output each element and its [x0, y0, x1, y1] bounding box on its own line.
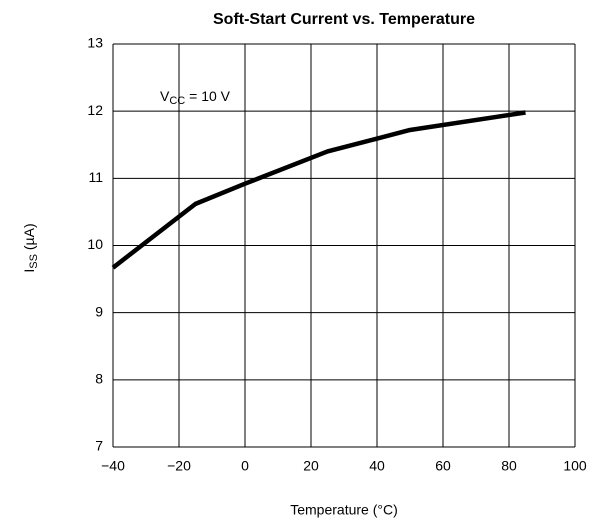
annotation: VCC = 10 V — [160, 88, 231, 107]
x-tick-label: 80 — [501, 458, 517, 474]
y-tick-label: 11 — [88, 169, 103, 185]
y-tick-label: 9 — [95, 303, 103, 319]
annotation-rest: = 10 V — [185, 88, 230, 104]
data-line — [111, 110, 526, 270]
y-label-main: I — [21, 269, 37, 273]
x-axis-label: Temperature (°C) — [290, 502, 398, 518]
x-tick-label: 20 — [303, 458, 319, 474]
y-tick-label: 7 — [95, 438, 103, 454]
annotation-sub: CC — [169, 95, 185, 107]
x-tick-label: 100 — [563, 458, 587, 474]
y-tick-label: 8 — [95, 371, 103, 387]
y-tick-label: 10 — [87, 236, 103, 252]
y-tick-label: 13 — [87, 35, 103, 51]
chart-title: Soft-Start Current vs. Temperature — [213, 11, 475, 28]
y-tick-label: 12 — [87, 102, 103, 118]
y-axis-label: ISS (µA) — [21, 223, 40, 272]
x-tick-label: −20 — [167, 458, 191, 474]
y-label-sub: SS — [28, 254, 40, 269]
y-label-rest: (µA) — [21, 223, 37, 254]
x-tick-label: 60 — [435, 458, 451, 474]
x-tick-label: −40 — [101, 458, 125, 474]
annotation-main: V — [160, 88, 170, 104]
x-tick-label: 40 — [369, 458, 385, 474]
x-tick-label: 0 — [241, 458, 249, 474]
